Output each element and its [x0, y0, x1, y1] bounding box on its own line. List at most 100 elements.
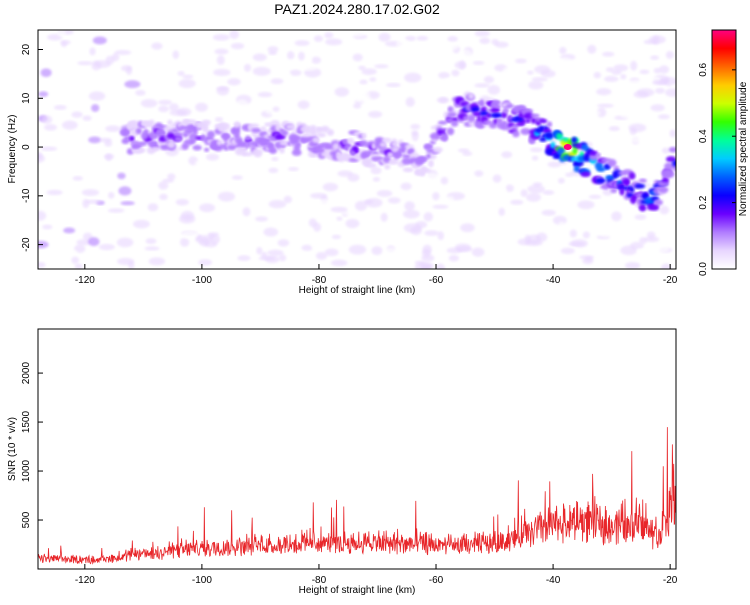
spectrogram-cell — [82, 198, 90, 209]
x-tick-label: -120 — [75, 575, 95, 586]
spectrogram-cell — [38, 154, 45, 163]
spectrogram-x-label: Height of straight line (km) — [299, 285, 416, 296]
spectrogram-cell — [445, 195, 455, 203]
spectrogram-cell — [652, 80, 669, 86]
y-tick-label: 1000 — [21, 459, 32, 482]
spectrogram-cell — [53, 105, 67, 110]
spectrogram-cell — [529, 147, 543, 153]
spectrogram-cell — [178, 78, 196, 89]
spectrogram-frame — [37, 29, 677, 270]
spectrogram-cell — [447, 36, 458, 42]
spectrogram-cell — [371, 246, 383, 255]
spectrogram-cell — [534, 65, 551, 74]
spectrogram-cell — [604, 75, 619, 82]
spectrogram-cell — [650, 104, 665, 112]
spectrogram-cell — [492, 252, 509, 259]
spectrogram-cell — [437, 231, 445, 241]
spectrogram-cell — [471, 247, 485, 257]
spectrogram-cell — [137, 141, 148, 147]
snr-y-ticks: 500 1000 1500 2000 — [21, 362, 43, 528]
spectrogram-cell — [471, 106, 481, 113]
spectrogram-cell — [41, 115, 53, 124]
spectrogram-cell — [659, 182, 670, 187]
spectrogram-cell — [281, 113, 297, 120]
spectrogram-cell — [174, 136, 183, 142]
spectrogram-cell — [630, 60, 638, 71]
spectrogram-cell — [193, 178, 203, 185]
spectrogram-cell — [167, 141, 176, 149]
spectrogram-cell — [195, 102, 208, 112]
spectrogram-cell — [159, 62, 169, 68]
spectrogram-cell — [502, 67, 510, 76]
colorbar-frame — [711, 29, 737, 270]
spectrogram-cell — [88, 136, 102, 144]
spectrogram-cell — [462, 151, 473, 156]
spectrogram-cell — [388, 159, 399, 165]
spectrogram-cell — [454, 243, 472, 252]
spectrogram-cell — [182, 74, 194, 79]
spectrogram-cell — [472, 60, 485, 65]
spectrogram-cell — [596, 166, 606, 172]
spectrogram-cell — [168, 103, 179, 112]
spectrogram-y-ticks: -20 -10 0 10 20 — [21, 44, 43, 252]
spectrogram-cell — [98, 243, 115, 251]
spectrogram-cell — [522, 212, 530, 218]
spectrogram-cell — [369, 77, 377, 82]
spectrogram-cell — [46, 189, 63, 196]
spectrogram-cell — [55, 47, 65, 53]
spectrogram-cell — [88, 91, 106, 101]
spectrogram-cell — [242, 152, 253, 157]
spectrogram-cell — [284, 71, 292, 81]
spectrogram-cell — [324, 32, 334, 39]
colorbar-ticks: 0.0 0.2 0.4 0.6 — [698, 62, 736, 276]
spectrogram-cell — [565, 172, 574, 177]
spectrogram-cell — [286, 51, 295, 60]
spectrogram-cell — [527, 184, 545, 194]
spectrogram-cell — [432, 192, 440, 201]
spectrogram-cell — [531, 77, 548, 82]
spectrogram-cell — [165, 32, 179, 41]
spectrogram-cell — [483, 76, 495, 84]
spectrogram-cell — [547, 161, 562, 168]
spectrogram-cell — [158, 105, 169, 113]
spectrogram-cell — [216, 55, 225, 66]
spectrogram-cell — [613, 64, 629, 72]
spectrogram-cell — [72, 176, 84, 181]
spectrogram-cell — [376, 190, 393, 197]
colorbar: 0.0 0.2 0.4 0.6 Normalized spectral amplitu… — [698, 29, 749, 276]
spectrogram-cell — [77, 61, 93, 66]
spectrogram-cell — [531, 155, 539, 161]
spectrogram-cell — [528, 80, 544, 90]
spectrogram-cell — [86, 199, 102, 204]
spectrogram-cell — [644, 236, 660, 243]
spectrogram-cell — [203, 147, 210, 152]
spectrogram-cell — [441, 133, 448, 142]
spectrogram-cell — [239, 145, 247, 151]
spectrogram-cell — [135, 127, 142, 135]
spectrogram-cell — [634, 183, 646, 189]
spectrogram-cell — [414, 112, 424, 118]
spectrogram-cell — [340, 66, 349, 73]
spectrogram-cell — [283, 195, 293, 204]
spectrogram-cell — [353, 103, 362, 109]
spectrogram-cell — [670, 84, 676, 89]
spectrogram-cell — [593, 71, 602, 79]
colorbar-tick-label: 0.2 — [698, 195, 709, 209]
spectrogram-cell — [402, 167, 414, 173]
spectrogram-cell — [558, 57, 572, 65]
spectrogram-cell — [271, 156, 279, 162]
spectrogram-cell — [538, 118, 548, 124]
spectrogram-cell — [353, 89, 370, 100]
spectrogram-cell — [474, 170, 484, 177]
spectrogram-cell — [658, 65, 670, 74]
spectrogram-cell — [560, 247, 575, 255]
spectrogram-cell — [343, 36, 356, 46]
spectrogram-cell — [167, 173, 176, 181]
spectrogram-cell — [249, 37, 260, 46]
spectrogram-cell — [408, 148, 415, 154]
spectrogram-cell — [223, 123, 230, 128]
spectrogram-cell — [60, 40, 71, 45]
spectrogram-cell — [655, 244, 670, 253]
spectrogram-cell — [268, 167, 279, 174]
